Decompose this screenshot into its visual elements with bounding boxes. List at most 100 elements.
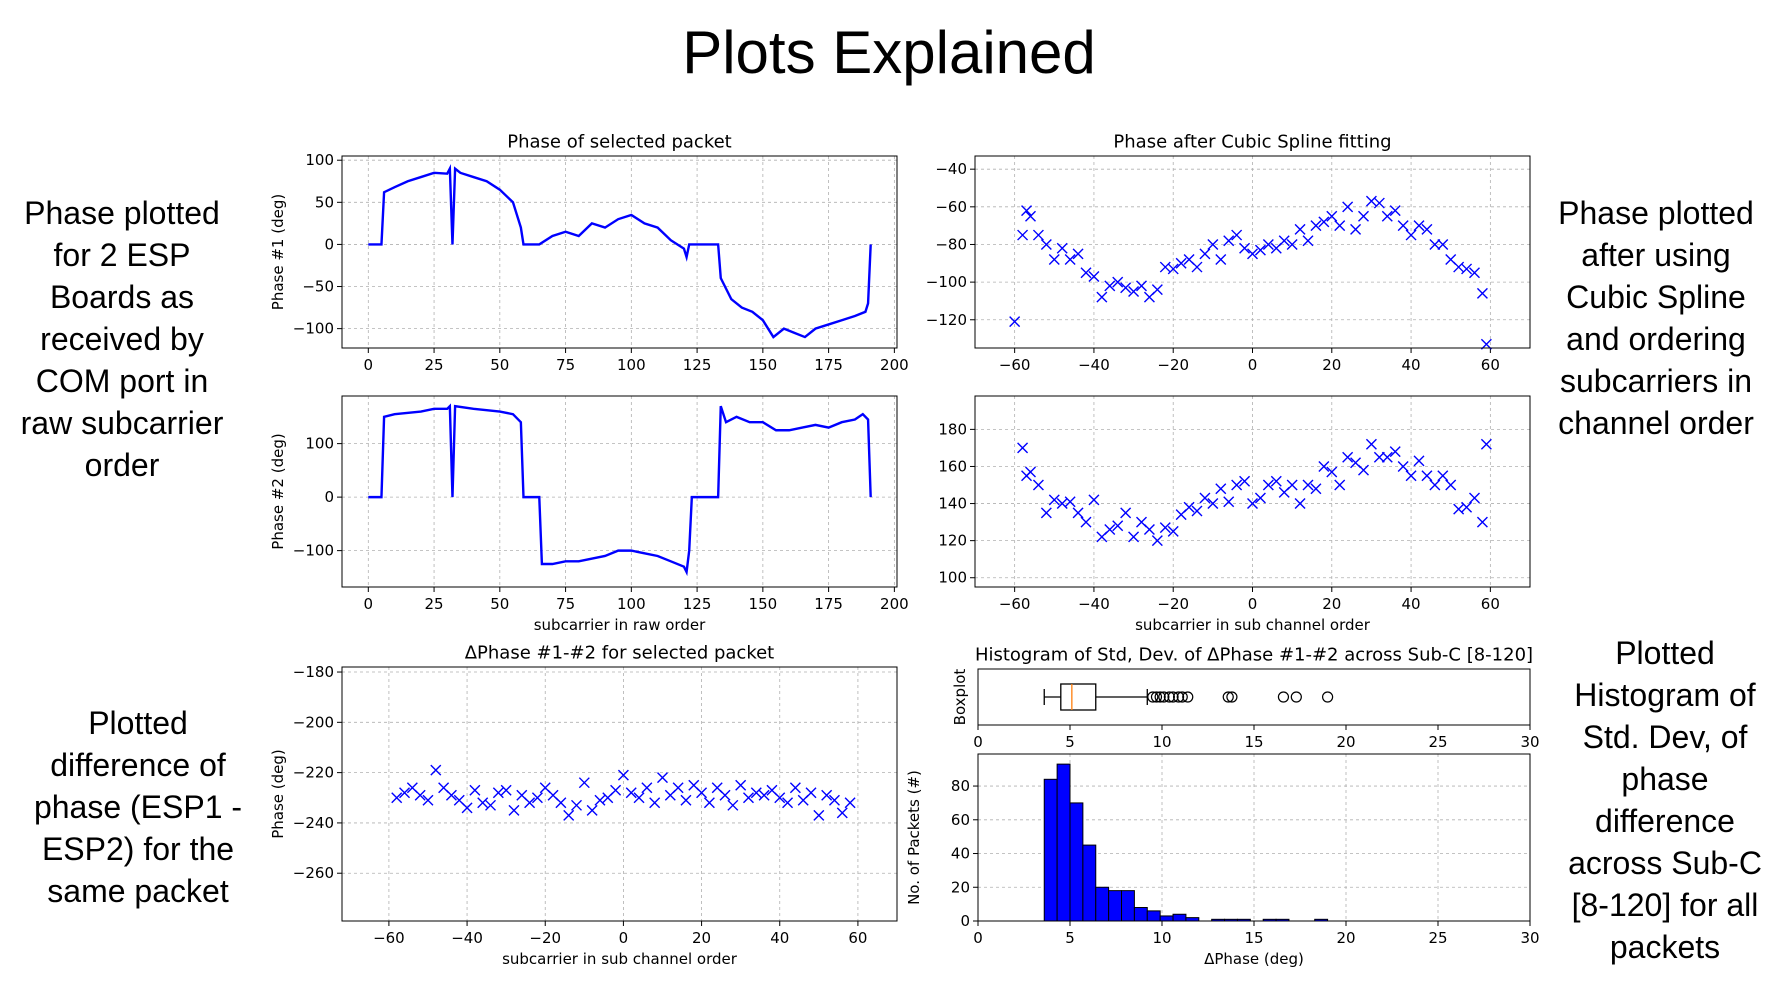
flier [1163,691,1175,703]
y-tick-label: −180 [293,663,334,681]
x-marker [1151,284,1163,296]
y-tick-label: 40 [951,845,970,863]
x-marker [1413,220,1425,232]
x-tick-label: 100 [617,595,646,613]
flier [1176,691,1188,703]
y-tick-label: −80 [935,235,967,253]
x-marker [1254,492,1266,504]
flier [1321,691,1334,703]
x-marker [1326,210,1338,222]
x-tick-label: 20 [1322,595,1341,613]
x-tick-label: 125 [683,356,712,374]
x-marker [1480,438,1492,450]
x-marker [625,787,637,799]
x-tick-label: 100 [617,356,646,374]
x-marker [1302,479,1314,491]
flier [1226,691,1238,703]
x-tick-label: 60 [848,929,867,947]
x-tick-label: 0 [1248,595,1258,613]
x-tick-label: 30 [1520,929,1539,947]
axes-frame [341,666,898,922]
x-marker [1326,466,1338,478]
x-marker [1128,286,1140,298]
axes-frame [341,155,898,349]
flier [1277,691,1290,703]
x-marker [1278,235,1290,247]
x-marker [1302,235,1314,247]
x-marker [782,797,794,809]
x-marker [1136,280,1147,292]
x-marker [1032,229,1044,241]
x-marker [1199,248,1211,260]
x-tick-label: 25 [425,356,444,374]
data-line [368,403,872,577]
x-marker [789,782,801,794]
x-tick-label: 60 [1481,356,1500,374]
x-marker [1239,475,1251,487]
x-tick-label: −20 [1157,356,1189,374]
x-marker [1120,282,1132,294]
x-axis-label: subcarrier in sub channel order [1135,616,1371,634]
x-marker [1429,238,1441,250]
x-marker [1342,451,1354,463]
x-marker [1025,466,1036,478]
y-tick-label: 50 [315,193,334,211]
x-tick-label: 10 [1152,929,1171,947]
x-marker [1476,287,1488,299]
x-marker [469,784,481,796]
x-marker [586,804,598,816]
x-marker [1231,479,1243,491]
caption: Plotted difference of phase (ESP1 - ESP2… [33,705,243,909]
x-marker [1064,496,1076,508]
hist-bar [1146,910,1161,922]
y-tick-label: 160 [938,457,967,475]
x-marker [1104,524,1116,536]
x-marker [805,787,817,799]
x-marker [1048,254,1060,266]
y-axis-label: Phase (deg) [269,749,287,839]
hist-bar [1133,907,1148,922]
y-tick-label: −200 [293,713,334,731]
x-marker [1365,438,1377,450]
y-axis-label: No. of Packets (#) [905,770,923,905]
x-tick-label: 175 [814,595,843,613]
x-tick-label: 5 [1065,733,1075,751]
x-tick-label: 60 [1481,595,1500,613]
x-tick-label: 150 [749,356,778,374]
x-marker [414,789,426,801]
x-tick-label: −40 [1078,356,1110,374]
x-marker [1294,223,1306,235]
x-marker [477,797,489,809]
x-marker [836,807,848,819]
x-axis-label: ΔPhase (deg) [1204,950,1304,968]
axes-frame [341,395,898,588]
x-marker [1310,220,1322,232]
x-marker [1421,223,1433,235]
x-marker [1469,492,1480,504]
x-marker [1405,470,1417,482]
x-tick-label: 175 [814,356,843,374]
x-tick-label: 0 [364,356,374,374]
x-tick-label: 0 [973,733,983,751]
x-tick-label: −60 [999,595,1031,613]
x-marker [1429,479,1441,491]
x-axis-label: subcarrier in raw order [534,616,706,634]
caption: Phase plotted after using Cubic Spline a… [1558,195,1754,441]
flier [1290,691,1302,703]
x-marker [1310,483,1322,495]
x-marker [563,809,575,821]
x-marker [1167,525,1179,537]
flier [1222,691,1234,703]
x-marker [633,792,645,804]
x-marker [1017,442,1029,454]
box [1060,683,1097,711]
x-tick-label: 20 [1322,356,1341,374]
x-marker [1080,267,1092,279]
x-marker [1143,524,1155,536]
x-tick-label: −60 [373,929,405,947]
axes-frame [974,395,1531,588]
y-tick-label: 140 [938,495,967,513]
x-tick-label: 15 [1244,733,1263,751]
x-marker [485,799,497,811]
